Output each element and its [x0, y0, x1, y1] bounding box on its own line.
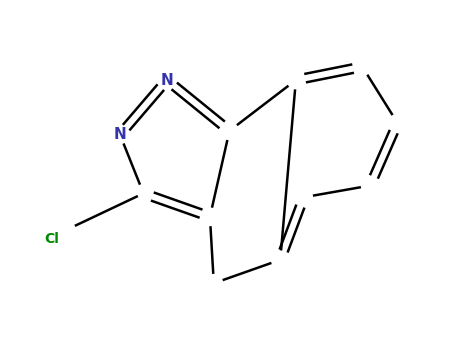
Text: N: N — [114, 127, 126, 142]
Text: Cl: Cl — [44, 232, 59, 246]
Text: N: N — [161, 72, 173, 88]
